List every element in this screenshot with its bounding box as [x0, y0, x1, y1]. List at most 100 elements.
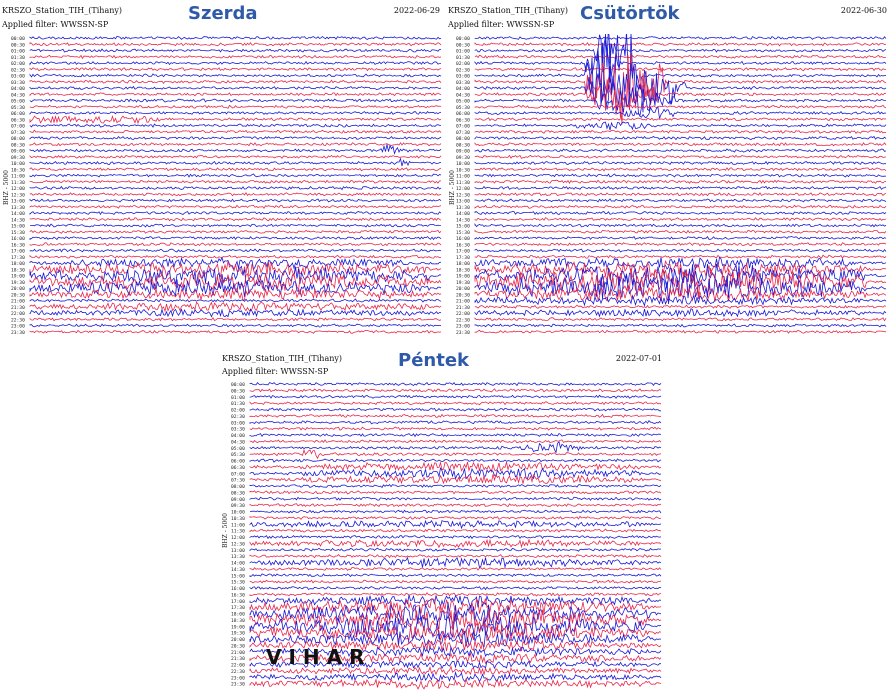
time-tick-label: 06:30 — [456, 117, 470, 123]
seismogram-trace-0730 — [474, 129, 887, 134]
seismogram-trace-0430 — [474, 77, 887, 118]
time-tick-label: 22:30 — [456, 317, 470, 323]
time-tick-label: 15:30 — [231, 580, 245, 586]
station-label: KRSZO_Station_TIH_(Tihany) — [2, 6, 123, 15]
time-tick-label: 02:30 — [231, 414, 245, 420]
seismogram-trace-0630 — [249, 461, 662, 473]
time-tick-label: 01:00 — [456, 49, 470, 55]
time-tick-label: 21:30 — [231, 656, 245, 662]
time-tick-label: 04:00 — [456, 86, 470, 92]
seismogram-trace-1130 — [474, 179, 887, 184]
seismogram-trace-0130 — [474, 54, 887, 59]
time-tick-label: 22:00 — [11, 311, 25, 317]
time-tick-label: 06:00 — [456, 111, 470, 117]
time-tick-label: 03:00 — [456, 74, 470, 80]
day-title: Szerda — [188, 3, 258, 24]
time-tick-label: 13:00 — [11, 199, 25, 205]
seismogram-trace-0200 — [474, 36, 887, 83]
time-tick-label: 17:30 — [456, 255, 470, 261]
time-tick-label: 23:00 — [11, 324, 25, 330]
seismogram-trace-2200 — [29, 307, 442, 318]
seismogram-trace-0530 — [249, 448, 662, 460]
time-tick-label: 22:30 — [231, 669, 245, 675]
seismogram-trace-2230 — [474, 317, 887, 322]
time-tick-label: 01:00 — [231, 395, 245, 401]
time-tick-label: 20:00 — [11, 286, 25, 292]
time-tick-label: 14:30 — [456, 217, 470, 223]
seismogram-trace-1730 — [29, 254, 442, 259]
seismogram-trace-1530 — [29, 229, 442, 234]
seismogram-trace-0900 — [474, 148, 887, 153]
time-tick-label: 09:30 — [231, 503, 245, 509]
seismogram-trace-1200 — [29, 185, 442, 191]
seismogram-trace-1030 — [29, 167, 442, 172]
time-tick-label: 00:30 — [11, 42, 25, 48]
seismogram-trace-0700 — [29, 123, 442, 128]
seismogram-trace-1100 — [29, 173, 442, 178]
time-tick-label: 07:30 — [456, 130, 470, 136]
time-tick-label: 22:00 — [456, 311, 470, 317]
time-tick-label: 03:00 — [11, 74, 25, 80]
seismogram-trace-1330 — [249, 554, 662, 559]
time-tick-label: 12:30 — [231, 541, 245, 547]
time-tick-label: 05:30 — [456, 105, 470, 111]
time-tick-label: 03:30 — [11, 80, 25, 86]
seismogram-trace-1700 — [29, 248, 442, 253]
seismogram-trace-2200 — [474, 308, 887, 318]
seismogram-trace-1330 — [474, 204, 887, 209]
time-tick-label: 09:00 — [456, 149, 470, 155]
time-tick-label: 20:30 — [231, 643, 245, 649]
seismogram-trace-0300 — [474, 34, 887, 106]
seismogram-trace-1300 — [249, 547, 662, 552]
seismogram-trace-0030 — [249, 388, 662, 393]
seismogram-trace-0600 — [29, 111, 442, 115]
seismogram-trace-0200 — [29, 60, 441, 66]
seismogram-trace-1800 — [249, 602, 662, 625]
time-tick-label: 13:30 — [456, 205, 470, 211]
seismogram-trace-1630 — [29, 242, 442, 247]
time-tick-label: 05:00 — [231, 446, 245, 452]
time-tick-label: 21:30 — [11, 305, 25, 311]
time-tick-label: 12:30 — [456, 192, 470, 198]
time-tick-label: 00:00 — [456, 36, 470, 42]
time-tick-label: 19:30 — [456, 280, 470, 286]
seismogram-trace-1600 — [474, 235, 887, 240]
seismogram-trace-0100 — [474, 34, 887, 74]
seismogram-trace-1100 — [249, 519, 662, 530]
time-tick-label: 09:00 — [11, 149, 25, 155]
time-tick-label: 22:00 — [231, 663, 245, 669]
time-tick-label: 13:30 — [231, 554, 245, 560]
time-tick-label: 11:00 — [231, 522, 245, 528]
time-tick-label: 14:30 — [231, 567, 245, 573]
time-tick-label: 11:00 — [11, 174, 25, 180]
seismogram-trace-1030 — [249, 515, 662, 520]
seismogram-trace-0000 — [249, 381, 662, 387]
seismogram-trace-2330 — [249, 677, 662, 690]
time-tick-label: 07:00 — [11, 124, 25, 130]
time-tick-label: 17:00 — [231, 599, 245, 605]
station-label: KRSZO_Station_TIH_(Tihany) — [222, 354, 343, 363]
seismogram-trace-0800 — [249, 484, 662, 489]
time-tick-label: 07:00 — [231, 471, 245, 477]
seismogram-trace-1500 — [29, 223, 442, 228]
seismogram-trace-2100 — [249, 645, 662, 659]
time-tick-label: 21:00 — [231, 650, 245, 656]
time-tick-label: 19:00 — [231, 624, 245, 630]
seismogram-trace-1900 — [474, 263, 887, 289]
seismogram-trace-0500 — [29, 98, 442, 103]
time-tick-label: 18:30 — [231, 618, 245, 624]
time-tick-label: 01:30 — [231, 401, 245, 407]
time-tick-label: 19:30 — [11, 280, 25, 286]
time-tick-label: 13:00 — [456, 199, 470, 205]
time-tick-label: 13:00 — [231, 548, 245, 554]
time-tick-label: 05:00 — [456, 99, 470, 105]
time-tick-label: 15:00 — [11, 224, 25, 230]
time-tick-label: 19:00 — [456, 274, 470, 280]
day-title: Péntek — [398, 350, 469, 371]
time-tick-label: 12:00 — [231, 535, 245, 541]
seismogram-plot: 00:0000:3001:0001:3002:0002:3003:0003:30… — [231, 381, 662, 690]
time-tick-label: 02:30 — [456, 67, 470, 73]
seismogram-trace-0200 — [249, 407, 661, 412]
time-tick-label: 21:30 — [456, 305, 470, 311]
time-tick-label: 12:00 — [11, 186, 25, 192]
